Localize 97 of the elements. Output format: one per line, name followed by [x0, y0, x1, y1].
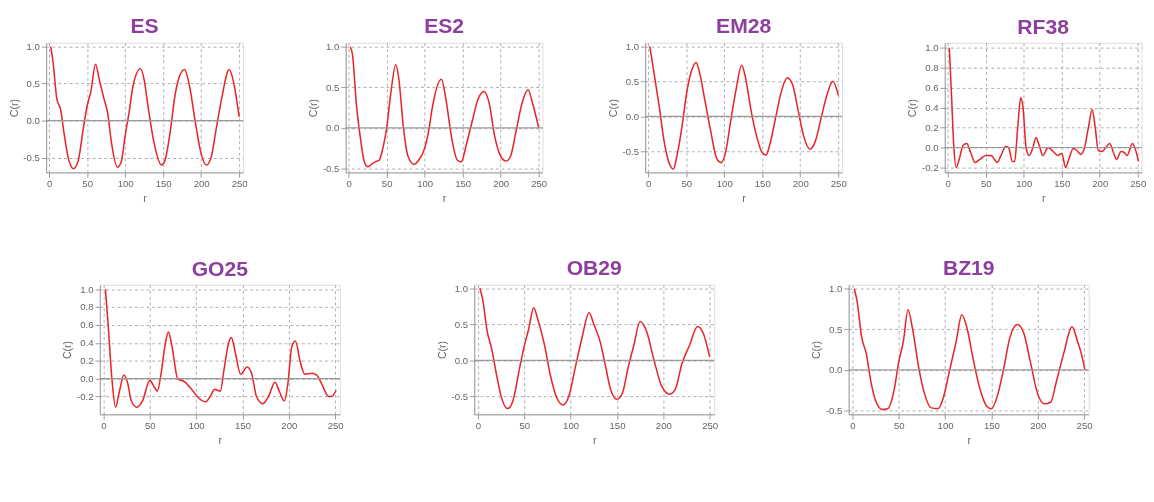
x-tick-label: 150	[754, 178, 771, 190]
x-tick-label: 0	[945, 178, 951, 190]
y-tick-label: -0.5	[825, 404, 843, 416]
x-axis-title: r	[218, 433, 223, 446]
x-tick-label: 0	[101, 420, 107, 432]
chart-title: ES2	[424, 14, 465, 38]
y-tick-label: 0.5	[829, 323, 843, 335]
y-tick-label: 0.8	[925, 62, 939, 74]
x-tick-label: 50	[681, 178, 693, 190]
y-axis-title: C(r)	[7, 99, 20, 118]
x-axis-title: r	[742, 191, 747, 204]
x-tick-label: 200	[1030, 420, 1047, 432]
x-axis-title: r	[143, 191, 148, 204]
y-tick-label: -0.2	[921, 161, 939, 173]
x-tick-label: 150	[455, 178, 472, 190]
x-tick-label: 100	[117, 178, 134, 190]
y-axis-title: C(r)	[61, 340, 74, 360]
x-tick-label: 150	[235, 420, 252, 432]
x-tick-label: 50	[145, 420, 156, 432]
y-tick-label: -0.5	[23, 151, 40, 163]
y-axis-title: C(r)	[307, 99, 320, 118]
y-tick-label: 1.0	[829, 283, 843, 295]
y-tick-label: 0.2	[925, 121, 939, 133]
x-tick-label: 0	[46, 178, 53, 190]
x-tick-label: 50	[381, 178, 393, 190]
y-tick-label: -0.5	[451, 390, 469, 402]
x-tick-label: 0	[850, 420, 856, 432]
x-tick-label: 100	[1016, 178, 1033, 190]
y-tick-label: 0.0	[925, 141, 939, 153]
x-tick-label: 250	[1130, 178, 1147, 190]
y-tick-label: 0.6	[925, 82, 939, 94]
x-tick-label: 100	[563, 420, 580, 432]
y-tick-label: 1.0	[625, 40, 639, 52]
x-tick-label: 50	[893, 420, 905, 432]
y-axis-title: C(r)	[906, 99, 919, 118]
x-tick-label: 250	[531, 178, 548, 190]
x-tick-label: 50	[519, 420, 531, 432]
x-tick-label: 0	[475, 420, 482, 432]
x-tick-label: 250	[830, 178, 847, 190]
y-tick-label: -0.5	[622, 145, 639, 157]
x-tick-label: 100	[417, 178, 434, 190]
y-axis-title: C(r)	[810, 340, 823, 360]
x-tick-label: 0	[346, 178, 352, 190]
y-axis-title: C(r)	[606, 99, 619, 118]
x-tick-label: 0	[646, 178, 652, 190]
y-tick-label: 0.4	[925, 101, 940, 113]
y-tick-label: 1.0	[454, 282, 469, 294]
x-tick-label: 50	[980, 178, 992, 190]
y-tick-label: 1.0	[80, 283, 94, 295]
x-tick-label: 200	[655, 420, 672, 432]
y-tick-label: 0.4	[80, 337, 95, 349]
y-tick-label: 1.0	[925, 42, 939, 54]
x-tick-label: 250	[702, 420, 719, 432]
x-tick-label: 100	[937, 420, 954, 432]
y-tick-label: 0.8	[80, 301, 94, 313]
x-axis-title: r	[967, 433, 972, 446]
x-tick-label: 150	[609, 420, 626, 432]
x-axis-title: r	[593, 433, 597, 446]
x-axis-title: r	[442, 191, 447, 204]
y-tick-label: 0.0	[454, 354, 469, 366]
y-tick-label: -0.2	[77, 390, 94, 402]
x-tick-label: 50	[82, 178, 93, 190]
x-tick-label: 250	[1076, 420, 1093, 432]
y-tick-label: 0.0	[829, 364, 843, 376]
x-tick-label: 150	[1054, 178, 1071, 190]
y-tick-label: 0.5	[625, 75, 639, 87]
chart-title: OB29	[566, 255, 622, 279]
chart-title: BZ19	[942, 256, 995, 280]
chart-title: EM28	[716, 13, 772, 37]
x-tick-label: 200	[193, 178, 210, 190]
chart-title: RF38	[1017, 15, 1070, 39]
x-tick-label: 100	[188, 420, 205, 432]
y-tick-label: 0.6	[80, 319, 94, 331]
y-tick-label: 0.0	[326, 122, 340, 134]
y-tick-label: 1.0	[26, 40, 40, 52]
y-tick-label: 0.5	[26, 77, 40, 89]
x-tick-label: 250	[231, 178, 248, 190]
x-tick-label: 200	[1092, 178, 1109, 190]
x-tick-label: 150	[155, 178, 172, 190]
y-tick-label: 0.0	[80, 372, 94, 384]
x-tick-label: 100	[716, 178, 733, 190]
y-tick-label: 0.5	[454, 318, 469, 330]
y-tick-label: -0.5	[322, 162, 340, 174]
y-tick-label: 1.0	[326, 41, 340, 53]
x-tick-label: 200	[281, 420, 298, 432]
y-tick-label: 0.0	[625, 110, 639, 122]
x-axis-title: r	[1041, 191, 1046, 204]
x-tick-label: 250	[327, 420, 344, 432]
x-tick-label: 200	[493, 178, 510, 190]
chart-title: GO25	[191, 256, 249, 280]
x-tick-label: 200	[792, 178, 809, 190]
y-tick-label: 0.0	[26, 114, 40, 126]
y-axis-title: C(r)	[435, 340, 448, 360]
y-tick-label: 0.5	[326, 81, 340, 93]
chart-title: ES	[130, 14, 159, 38]
x-tick-label: 150	[983, 420, 1000, 432]
y-tick-label: 0.2	[80, 355, 94, 367]
